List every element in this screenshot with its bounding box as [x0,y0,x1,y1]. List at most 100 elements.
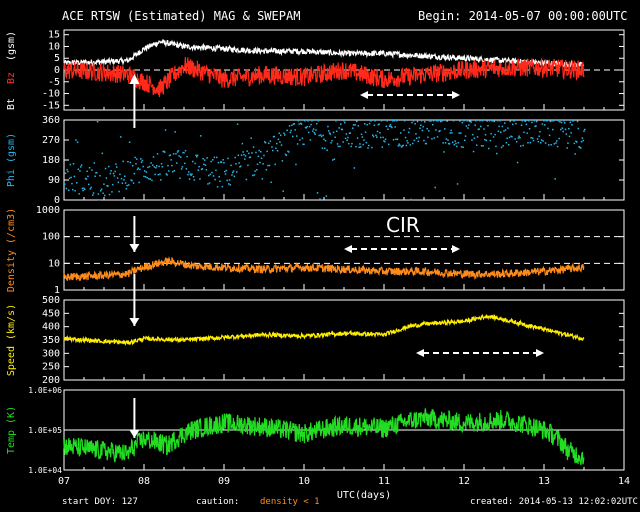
phi-point [508,136,511,139]
phi-point [286,129,288,132]
phi-point [102,192,104,195]
phi-point [424,142,427,145]
phi-point [484,138,486,141]
phi-point [89,188,92,190]
phi-point [335,120,337,122]
phi-point [425,142,428,145]
phi-point [556,140,558,142]
phi-point [208,182,211,184]
phi-point [484,134,487,136]
phi-point [446,120,448,122]
phi-point [359,143,361,145]
phi-point [516,161,519,164]
phi-point [274,163,276,166]
chart-title: ACE RTSW (Estimated) MAG & SWEPAM [62,9,301,23]
phi-point [81,187,84,190]
shock-arrow-density-head [129,244,140,252]
phi-point [268,142,270,145]
phi-point [396,138,399,141]
phi-point [577,127,580,130]
phi-point [135,162,137,165]
phi-point [133,172,136,175]
phi-point [408,131,410,134]
phi-point [486,120,488,122]
phi-point [519,136,521,139]
cir-span-arrow-speed-left-head [416,349,424,357]
phi-point [419,127,421,129]
phi-point [568,127,570,130]
phi-point [554,178,556,180]
phi-point [80,164,83,166]
phi-point [569,121,572,124]
phi-point [311,120,313,122]
phi-point [367,147,369,149]
phi-point [427,136,429,139]
phi-point [414,123,416,125]
phi-point [328,130,330,132]
phi-point [580,140,583,143]
phi-point [394,126,396,128]
y-tick-label: 450 [42,308,60,319]
phi-point [544,124,546,126]
phi-point [456,145,458,148]
phi-point [92,194,94,196]
phi-point [560,121,563,124]
phi-point [371,146,373,149]
phi-point [442,142,444,144]
phi-point [463,120,465,122]
phi-point [212,159,214,161]
phi-point [440,120,442,123]
phi-point [360,146,362,148]
phi-point [524,120,527,122]
phi-point [163,150,165,153]
phi-point [497,130,500,133]
x-tick-label: 09 [218,476,230,487]
phi-point [468,124,470,126]
phi-point [402,144,404,147]
phi-point [109,172,112,175]
phi-point [176,151,179,153]
phi-point [305,127,308,129]
phi-point [261,178,264,180]
phi-point [220,161,222,163]
cir-span-arrow-speed-right-head [536,349,544,357]
y-tick-label: -5 [48,77,60,88]
phi-point [403,129,405,131]
phi-point [316,122,318,125]
phi-point [571,124,573,126]
phi-point [190,174,192,176]
phi-point [187,173,189,176]
phi-point [228,183,230,185]
phi-point [280,144,283,146]
phi-point [299,139,301,141]
phi-point [84,177,87,180]
phi-point [372,134,374,136]
phi-point [533,120,536,122]
phi-point [128,141,131,143]
phi-point [160,163,163,165]
phi-point [251,152,253,154]
phi-point [130,179,132,181]
y-tick-label: 0 [54,195,60,206]
phi-point [255,151,257,154]
phi-point [583,130,585,132]
bz-axis-label: Bz [6,72,17,84]
phi-point [513,120,516,122]
x-tick-label: 11 [378,476,390,487]
phi-point [308,125,311,128]
phi-point [216,156,218,159]
phi-point [452,141,454,144]
start-doy: start DOY: 127 [62,497,138,507]
phi-point [511,135,513,138]
phi-point [100,190,102,192]
phi-point [468,120,471,123]
phi-point [131,179,133,182]
phi-point [515,122,517,125]
phi-point [527,142,529,144]
phi-point [487,124,489,127]
phi-point [152,156,155,158]
speed-axis-label: Speed (km/s) [6,304,17,376]
phi-point [382,136,384,139]
phi-point [108,165,110,168]
phi-point [548,134,551,137]
